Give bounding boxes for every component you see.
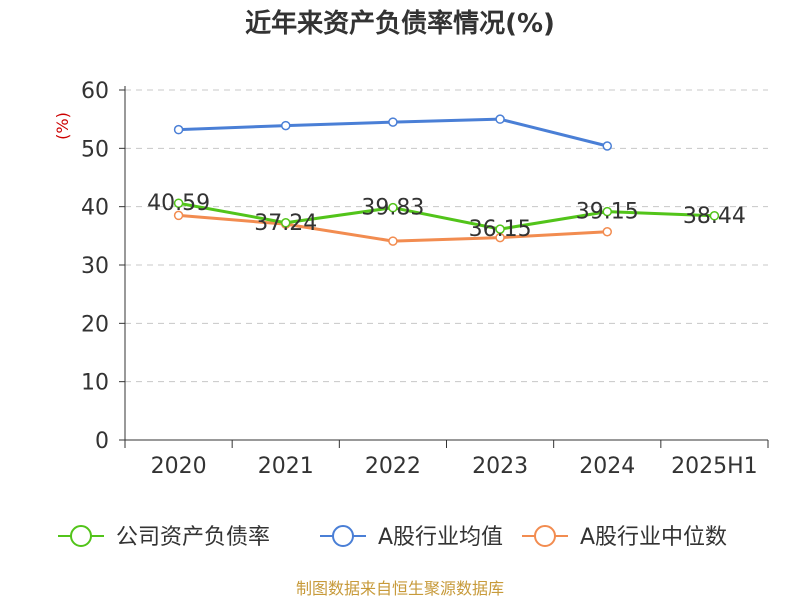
data-point bbox=[173, 198, 184, 208]
legend-item: A股行业均值 bbox=[320, 525, 503, 550]
data-point bbox=[602, 141, 612, 151]
legend-label: A股行业均值 bbox=[378, 525, 503, 550]
data-point bbox=[602, 227, 612, 237]
y-axis-unit: (%) bbox=[53, 112, 72, 140]
y-tick-label: 20 bbox=[81, 312, 109, 337]
y-tick-label: 50 bbox=[81, 137, 109, 162]
legend-swatch-marker bbox=[534, 525, 556, 547]
grid-lines bbox=[125, 89, 768, 383]
legend-swatch-marker bbox=[332, 525, 354, 547]
x-tick-label: 2022 bbox=[365, 454, 421, 479]
data-point bbox=[495, 114, 505, 124]
x-tick-label: 2021 bbox=[258, 454, 314, 479]
data-label: 36.15 bbox=[469, 217, 532, 242]
data-point bbox=[173, 124, 184, 135]
series-line bbox=[178, 201, 715, 231]
data-point bbox=[173, 210, 184, 221]
data-point bbox=[388, 236, 398, 246]
data-point bbox=[388, 202, 398, 213]
x-tick-label: 2025H1 bbox=[671, 454, 758, 479]
legend-item: A股行业中位数 bbox=[522, 525, 727, 550]
x-tick-label: 2023 bbox=[472, 454, 528, 479]
data-label: 38.44 bbox=[683, 204, 746, 229]
data-point bbox=[602, 206, 612, 217]
legend-swatch-marker bbox=[70, 525, 92, 547]
legend-item: 公司资产负债率 bbox=[58, 525, 270, 550]
x-tick-label: 2020 bbox=[151, 454, 207, 479]
axes: 0 10 20 30 40 50 60 2020 2021 2022 2023 2024 2025H1 bbox=[81, 79, 769, 479]
y-tick-label: 0 bbox=[95, 429, 109, 454]
data-label: 39.15 bbox=[576, 200, 639, 225]
chart-title: 近年来资产负债率情况(%) bbox=[245, 8, 555, 39]
data-point bbox=[495, 224, 505, 234]
data-point bbox=[709, 211, 720, 221]
data-point bbox=[388, 117, 398, 127]
data-label: 40.59 bbox=[147, 191, 210, 216]
y-tick-label: 40 bbox=[81, 196, 109, 221]
series-group bbox=[173, 114, 720, 246]
data-point bbox=[281, 218, 291, 228]
y-tick-label: 10 bbox=[81, 371, 109, 396]
y-tick-label: 30 bbox=[81, 254, 109, 279]
data-label: 39.83 bbox=[361, 196, 424, 221]
series-1 bbox=[173, 114, 612, 151]
data-label: 37.24 bbox=[254, 211, 317, 236]
legend-label: A股行业中位数 bbox=[580, 525, 727, 550]
legend: 公司资产负债率 A股行业均值 A股行业中位数 bbox=[58, 525, 727, 550]
y-tick-label: 60 bbox=[81, 79, 109, 104]
data-point bbox=[281, 120, 291, 131]
legend-label: 公司资产负债率 bbox=[116, 525, 270, 550]
x-tick-label: 2024 bbox=[579, 454, 635, 479]
series-0 bbox=[173, 198, 720, 234]
source-note: 制图数据来自恒生聚源数据库 bbox=[296, 579, 504, 598]
data-labels: 40.59 37.24 39.83 36.15 39.15 38.44 bbox=[147, 191, 746, 242]
